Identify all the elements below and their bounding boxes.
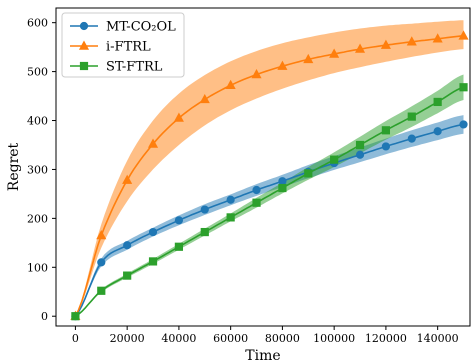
- data-point: [97, 286, 106, 295]
- data-point: [355, 150, 365, 159]
- legend-label: i-FTRL: [106, 40, 151, 55]
- data-point: [304, 169, 313, 178]
- x-tick-label: 80000: [265, 332, 300, 345]
- legend-marker: [79, 21, 89, 31]
- y-tick-label: 100: [27, 261, 48, 274]
- data-point: [277, 60, 288, 70]
- data-point: [147, 138, 159, 148]
- data-point: [459, 120, 468, 129]
- legend-marker: [78, 40, 90, 50]
- data-point: [200, 205, 209, 214]
- y-tick-label: 200: [27, 212, 48, 225]
- data-point: [407, 112, 416, 121]
- data-point: [381, 126, 391, 135]
- data-point: [458, 30, 469, 40]
- y-tick-label: 400: [27, 115, 48, 128]
- x-tick-label: 60000: [213, 332, 248, 345]
- y-tick-label: 0: [41, 310, 48, 323]
- x-tick-label: 140000: [417, 332, 459, 345]
- data-point: [199, 93, 210, 104]
- data-point: [433, 127, 442, 136]
- x-tick-label: 0: [72, 332, 79, 345]
- data-point: [226, 213, 235, 222]
- data-point: [380, 39, 391, 49]
- y-tick-label: 300: [27, 163, 48, 176]
- data-point: [354, 43, 366, 53]
- legend-label: ST-FTRL: [106, 60, 163, 75]
- x-tick-label: 20000: [110, 332, 145, 345]
- data-point: [355, 140, 365, 150]
- data-point: [278, 183, 287, 193]
- y-tick-label: 600: [27, 17, 48, 30]
- data-point: [406, 36, 417, 46]
- data-point: [433, 97, 442, 107]
- data-point: [123, 271, 132, 280]
- series-line: [74, 123, 464, 317]
- data-point: [459, 83, 468, 92]
- y-tick-label: 500: [27, 66, 48, 79]
- data-point: [330, 155, 339, 164]
- data-point: [252, 185, 261, 195]
- x-axis: 0 20000 40000 60000 80000 100000 120000 140000: [72, 326, 459, 345]
- data-point: [329, 48, 340, 58]
- y-axis: 0 100 200 300 400 500 600: [27, 17, 56, 323]
- data-point: [225, 79, 236, 89]
- x-tick-label: 40000: [161, 332, 196, 345]
- x-tick-label: 120000: [365, 332, 407, 345]
- plot-area: [70, 20, 469, 321]
- series-line: [74, 86, 464, 317]
- legend-marker: [79, 61, 89, 71]
- data-point: [381, 142, 391, 151]
- confidence-band: [75, 20, 464, 317]
- data-point: [96, 229, 107, 240]
- data-point: [407, 134, 416, 143]
- data-point: [432, 33, 443, 43]
- data-point: [303, 53, 314, 64]
- x-tick-label: 100000: [313, 332, 355, 345]
- legend: MT-CO₂OL i-FTRL ST-FTRL: [61, 12, 185, 78]
- data-point: [174, 242, 184, 251]
- confidence-band: [75, 115, 464, 317]
- data-point: [123, 241, 132, 250]
- data-point: [173, 112, 184, 122]
- data-point: [71, 312, 80, 321]
- data-point: [252, 198, 261, 207]
- data-point: [97, 258, 106, 267]
- data-point: [278, 177, 287, 186]
- data-point: [174, 216, 184, 225]
- data-point: [200, 227, 209, 237]
- data-point: [148, 257, 158, 266]
- data-point: [226, 195, 235, 204]
- legend-label: MT-CO₂OL: [106, 20, 176, 35]
- series-line: [74, 35, 464, 317]
- y-axis-label: Regret: [6, 142, 22, 191]
- x-axis-label: Time: [245, 348, 280, 364]
- legend-box: [61, 12, 185, 78]
- plot-frame: [55, 7, 471, 327]
- data-point: [251, 68, 262, 79]
- data-point: [122, 174, 133, 184]
- data-point: [148, 227, 158, 237]
